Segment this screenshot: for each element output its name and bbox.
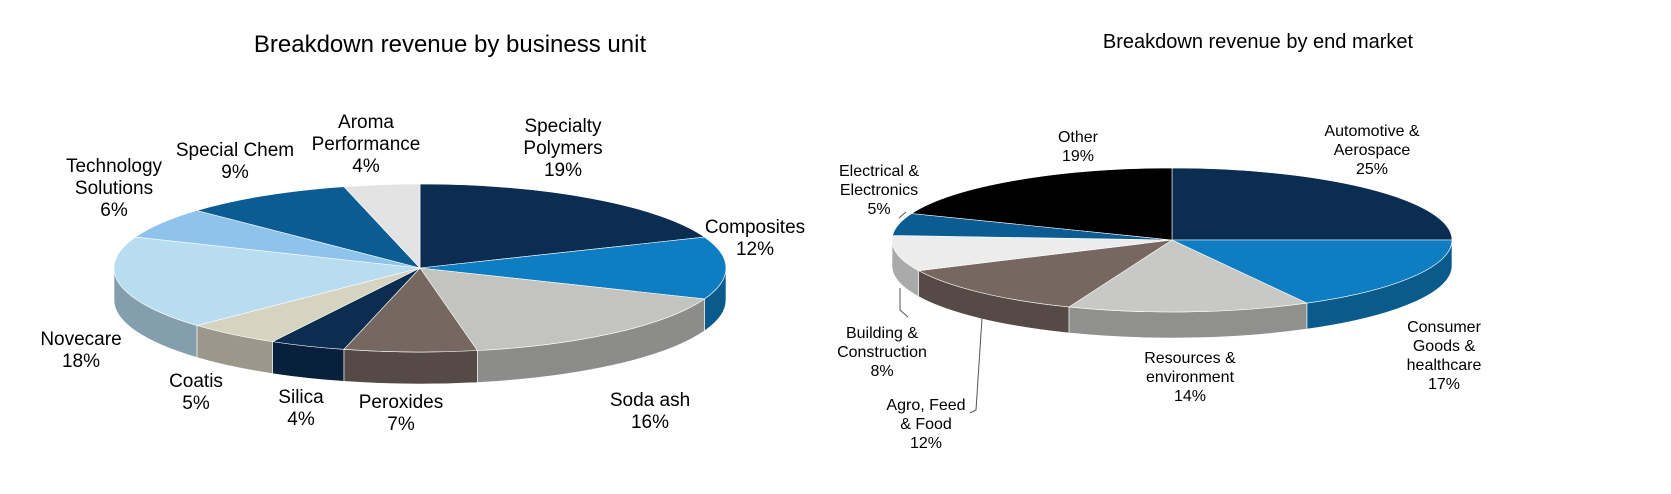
chart-title-business-unit: Breakdown revenue by business unit [254,31,647,58]
pie-slice-resources-environment [1068,239,1308,313]
pie-slice-novecare [113,236,421,326]
slice-label-building-construction: Building & Construction 8% [837,325,927,380]
leader-line [969,317,983,414]
pie-slice-special-chem [195,186,421,269]
slice-label-novecare: Novecare 18% [40,329,121,372]
slice-label-agro-feed-food: Agro, Feed & Food 12% [886,397,965,452]
slice-label-consumer-goods-healthcare: Consumer Goods & healthcare 17% [1407,319,1482,393]
pie-slice-building-construction [891,235,1173,271]
slice-label-aroma-performance: Aroma Performance 4% [312,112,421,177]
slice-label-other: Other 19% [1058,129,1099,165]
slice-label-coatis: Coatis 5% [169,371,223,414]
slice-label-resources-environment: Resources & environment 14% [1144,350,1236,405]
pie-slice-agro-feed-food [917,239,1173,308]
slice-label-electrical-electronics: Electrical & Electronics 5% [839,163,919,218]
pie-slice-peroxides [343,267,478,353]
slice-label-composites: Composites 12% [705,217,805,260]
pie-end-market: Automotive & Aerospace 25% Consumer Goods & h… [837,123,1481,452]
pie-slice-soda-ash [419,267,706,351]
slice-label-specialty-polymers: Specialty Polymers 19% [523,116,602,181]
pie-business-unit: Specialty Polymers 19% Composites 12% Soda as… [40,112,805,435]
leader-line [898,211,907,219]
slice-label-silica: Silica 4% [278,387,324,430]
slice-label-peroxides: Peroxides 7% [359,392,444,435]
pie-side-peroxides [343,349,478,385]
leader-line [899,288,909,318]
slice-label-technology-solutions: Technology Solutions 6% [66,156,163,221]
pie-slice-automotive-aerospace [1171,167,1453,241]
slice-label-soda-ash: Soda ash 16% [610,390,690,433]
slice-label-special-chem: Special Chem 9% [176,140,294,183]
pie-slice-aroma-performance [343,183,421,269]
slice-label-automotive-aerospace: Automotive & Aerospace 25% [1324,123,1419,178]
pie-slice-other [910,167,1173,241]
pie-slice-consumer-goods-healthcare [1171,239,1453,304]
pie-slice-composites [419,236,727,300]
pie-slice-specialty-polymers [419,183,706,269]
chart-title-end-market: Breakdown revenue by end market [1103,31,1414,53]
